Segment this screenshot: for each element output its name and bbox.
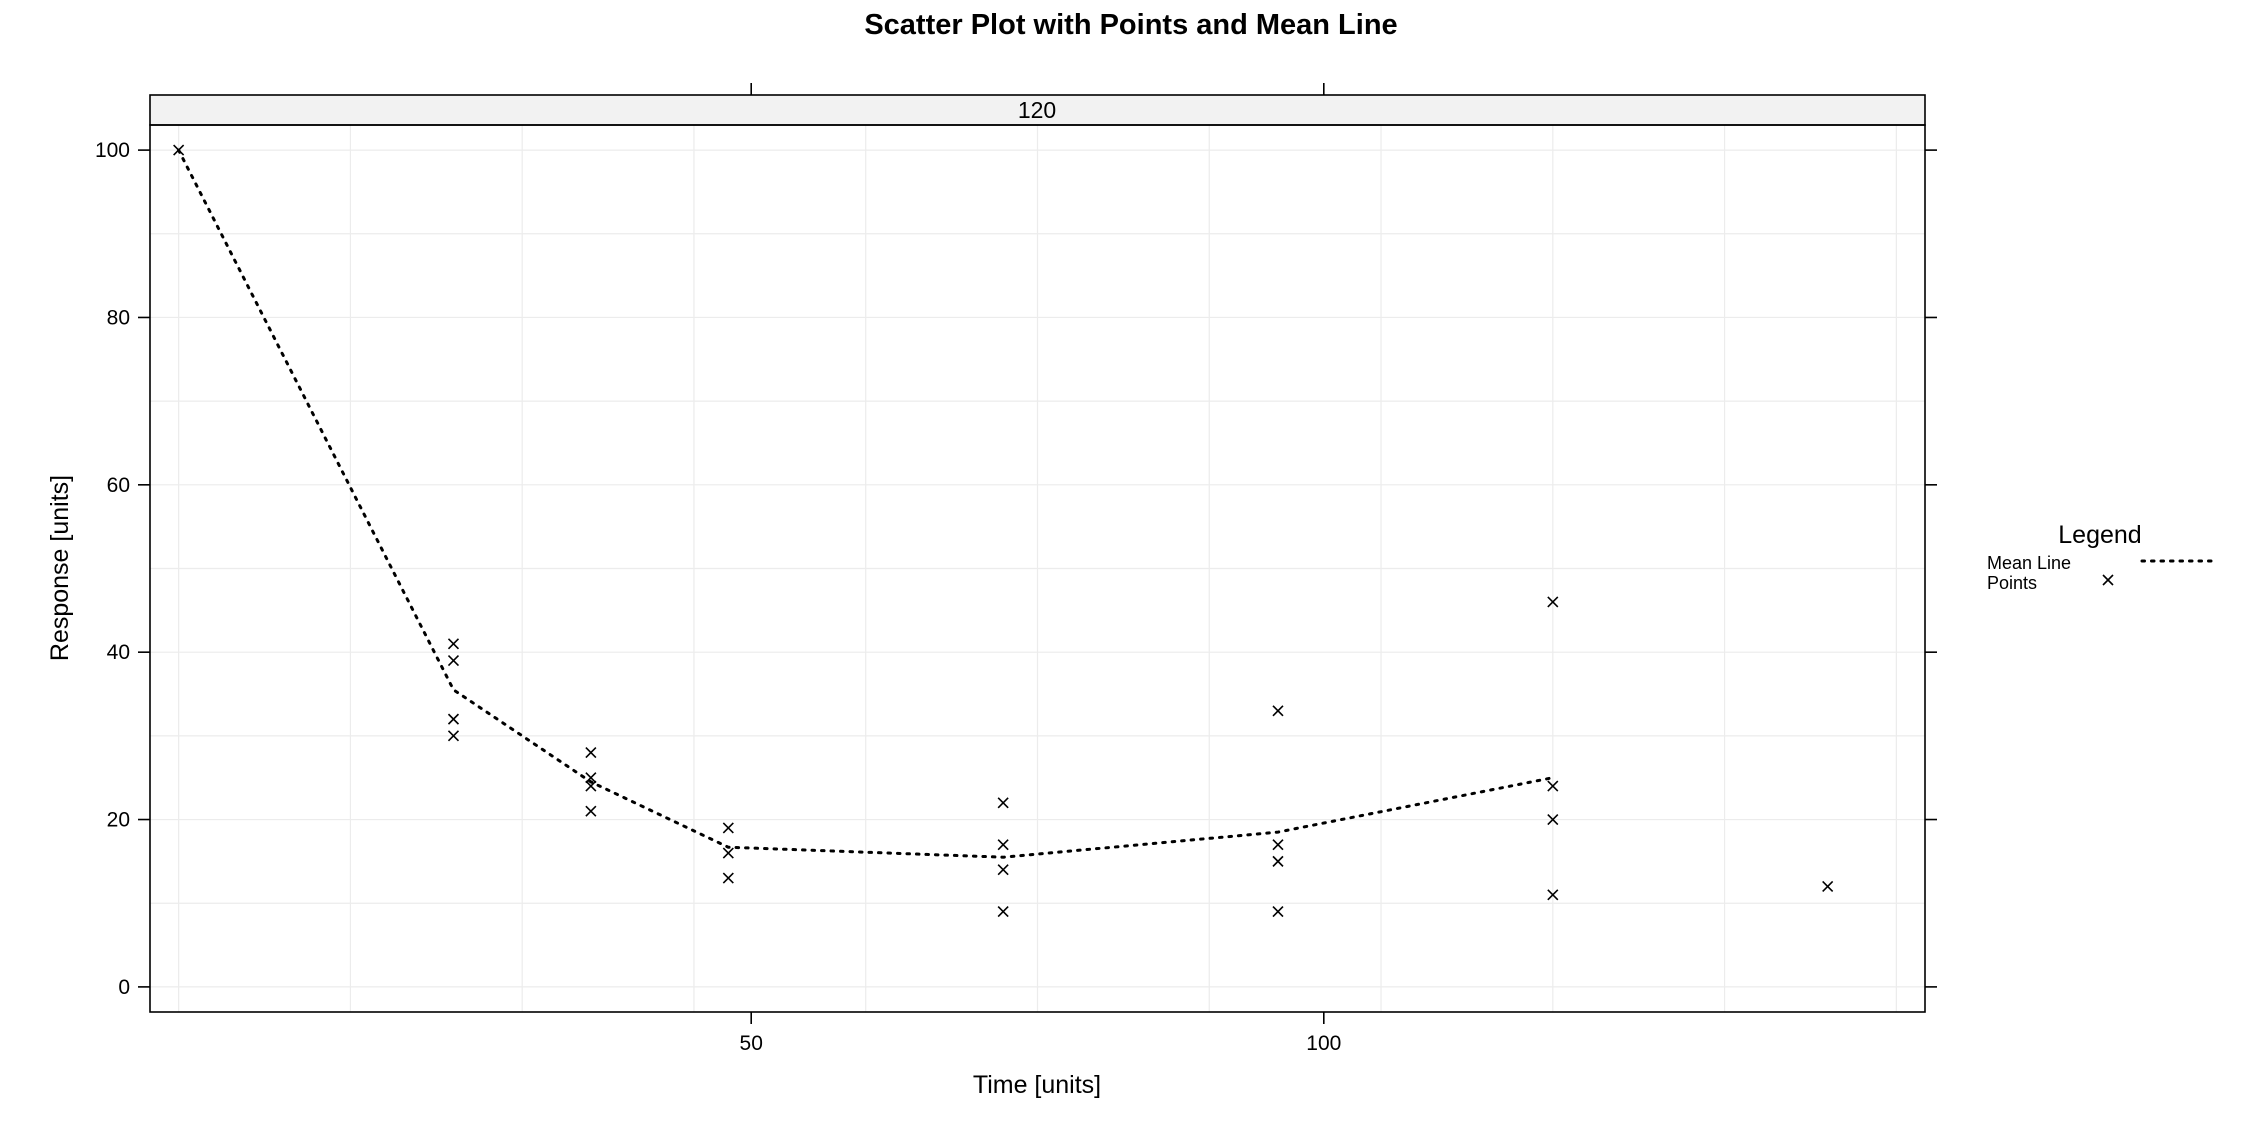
strip-label: 120 — [1018, 97, 1056, 123]
data-point-stroke — [447, 713, 460, 725]
data-point — [173, 144, 185, 156]
tick-labels: 0 20 40 60 80 100 50 100 — [95, 139, 1341, 1055]
data-point — [1272, 855, 1284, 867]
mean-line — [177, 148, 1555, 859]
data-point — [1822, 880, 1834, 893]
data-point-stroke — [997, 864, 1009, 876]
data-point — [585, 747, 597, 759]
data-point-stroke — [997, 839, 1009, 851]
data-point — [585, 772, 597, 784]
data-point-stroke — [447, 730, 460, 742]
data-point — [722, 847, 734, 859]
y-tick-label: 80 — [107, 306, 130, 329]
data-point — [722, 822, 734, 834]
y-axis-label: Response [units] — [46, 475, 74, 661]
data-point — [997, 906, 1009, 918]
grid-lines — [150, 125, 1925, 1012]
data-point-stroke — [722, 847, 734, 859]
legend-title: Legend — [2058, 521, 2141, 549]
data-point — [722, 872, 734, 884]
data-point — [585, 780, 597, 792]
data-point-stroke — [585, 805, 597, 817]
data-point — [447, 730, 460, 742]
legend-label-points: Points — [1987, 573, 2037, 593]
data-point — [1272, 705, 1284, 717]
data-point-stroke — [173, 144, 185, 156]
data-point-stroke — [1272, 855, 1284, 867]
data-point — [1272, 906, 1284, 918]
data-point-stroke — [997, 906, 1009, 918]
axis-ticks — [138, 83, 1937, 1024]
y-tick-label: 100 — [95, 139, 130, 162]
chart-title: Scatter Plot with Points and Mean Line — [864, 9, 1397, 41]
data-point-stroke — [1547, 813, 1559, 826]
points-series — [173, 144, 1834, 918]
data-point — [997, 864, 1009, 876]
data-point — [1547, 596, 1559, 608]
data-point-stroke — [1272, 839, 1284, 851]
y-tick-label: 0 — [118, 976, 130, 999]
data-point-stroke — [585, 772, 597, 784]
data-point — [585, 805, 597, 817]
data-point — [1547, 889, 1559, 901]
data-point-stroke — [585, 780, 597, 792]
x-tick-label: 50 — [740, 1032, 763, 1055]
data-point-stroke — [1272, 705, 1284, 717]
plot-frame — [149, 124, 1926, 1013]
x-axis-label: Time [units] — [973, 1071, 1101, 1099]
legend: Legend Mean Line Points — [1987, 521, 2214, 593]
data-point-stroke — [447, 638, 460, 650]
data-point — [447, 638, 460, 650]
data-point-stroke — [722, 872, 734, 884]
y-tick-label: 40 — [107, 641, 130, 664]
legend-symbol-points — [2102, 574, 2114, 586]
mean-line-series — [177, 148, 1555, 859]
data-point-stroke — [1547, 889, 1559, 901]
data-point-stroke — [447, 654, 460, 667]
y-tick-label: 20 — [107, 809, 130, 832]
data-point — [997, 797, 1009, 809]
data-point-stroke — [722, 822, 734, 834]
data-point-stroke — [997, 797, 1009, 809]
data-point — [447, 713, 460, 725]
x-tick-label: 100 — [1306, 1032, 1341, 1055]
data-point — [1547, 780, 1559, 792]
data-point — [1272, 839, 1284, 851]
legend-label-mean-line: Mean Line — [1987, 553, 2071, 573]
data-point — [1547, 813, 1559, 826]
data-point-stroke — [1272, 906, 1284, 918]
data-point-stroke — [585, 747, 597, 759]
data-point-stroke — [1547, 780, 1559, 792]
y-tick-label: 60 — [107, 474, 130, 497]
data-point-stroke — [1547, 596, 1559, 608]
data-point-stroke — [1822, 880, 1834, 893]
data-point — [447, 654, 460, 667]
data-point — [997, 839, 1009, 851]
